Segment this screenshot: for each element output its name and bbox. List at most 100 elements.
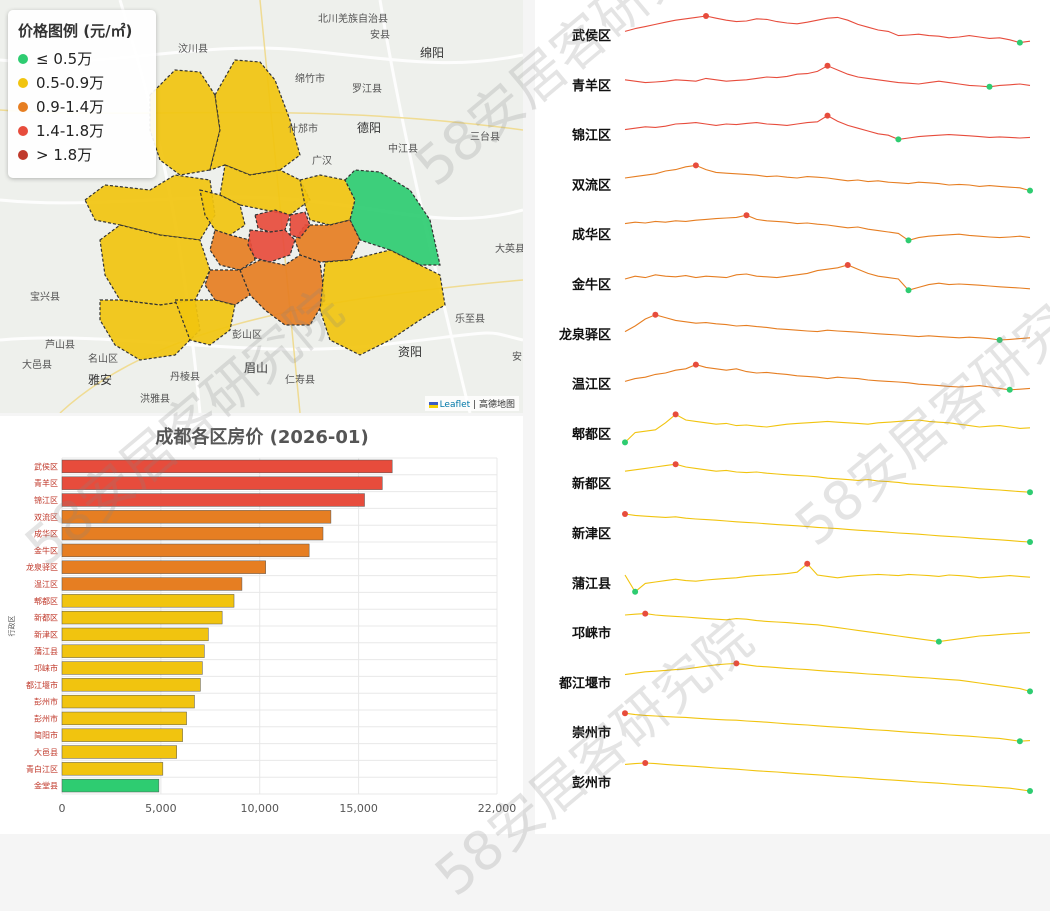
x-tick-label: 22,000 [478,802,517,815]
district-label: 新都区 [572,476,611,492]
region-xinjin[interactable] [204,269,251,306]
legend-swatch [18,126,28,136]
region-jintang[interactable] [344,169,441,266]
region-jianyang[interactable] [319,249,446,356]
sparkline [624,214,1031,241]
legend-label: ≤ 0.5万 [36,50,93,68]
bar[interactable] [61,510,332,524]
region-qingbaijiang[interactable] [299,174,356,226]
min-marker [1016,738,1023,745]
place-label: 资阳 [398,345,422,359]
category-label: 武侯区 [34,461,58,471]
bar[interactable] [61,778,160,793]
district-label: 金牛区 [571,277,611,293]
district-label: 邛崃市 [572,626,611,642]
bar[interactable] [61,526,324,541]
region-dujiangyan[interactable] [84,174,216,241]
bar[interactable] [61,644,205,658]
district-label: 青羊区 [572,78,611,94]
min-marker [895,136,902,143]
x-tick-label: 10,000 [240,802,279,815]
y-axis-label: 行政区 [7,616,16,637]
legend-title: 价格图例 (元/㎡) [18,22,133,40]
place-label: 丹棱县 [170,370,200,383]
place-label: 罗江县 [352,83,382,95]
region-core-wuhou[interactable] [247,229,296,263]
category-label: 青羊区 [34,478,58,488]
map-panel[interactable]: 汶川县 北川羌族自治县 安县 绵阳 绵竹市 罗江县 什邡市 德阳 中江县 三台县… [0,0,523,413]
bar[interactable] [61,594,235,608]
region-pengzhou[interactable] [149,69,221,176]
bar[interactable] [61,577,243,591]
category-label: 锦江区 [34,495,58,505]
bar[interactable] [61,694,195,709]
region-chongzhou[interactable] [99,224,211,306]
bar[interactable] [61,627,209,642]
leaflet-link[interactable]: Leaflet [439,400,471,410]
category-label: 邛崃市 [34,663,58,673]
max-marker [824,62,831,69]
sparkline [624,513,1031,543]
region-core-jinniu[interactable] [254,209,291,233]
legend-swatch [18,54,28,64]
max-marker [692,361,699,368]
category-label: 彭州市 [34,697,58,707]
bar[interactable] [61,711,187,726]
category-label: 金牛区 [34,545,58,555]
region-wenjiang[interactable] [209,229,256,271]
bar[interactable] [61,610,223,625]
bar-chart-panel: 成都各区房价 (2026-01) 行政区 武侯区 青羊区 锦江区 双流区 成华区 金牛区龙… [0,416,523,834]
place-label: 什邡市 [288,122,318,135]
district-label: 彭州市 [572,775,611,791]
max-marker [804,560,811,567]
place-label: 德阳 [357,120,381,135]
min-marker [996,337,1003,343]
legend-label: 0.9-1.4万 [36,98,105,116]
trend-sparklines-panel: 武侯区 青羊区 锦江区 双流区 成华区 金牛区 龙泉驿区 温江区 郫都区 新都区 新津区 蒲江县 邛崃市… [535,0,1050,834]
place-label: 仁寿县 [285,373,315,386]
bar[interactable] [61,728,183,742]
region-xindu[interactable] [219,164,311,216]
region-pujiang[interactable] [174,299,236,346]
bar[interactable] [61,762,164,776]
place-label: 芦山县 [45,339,75,351]
max-marker [622,710,628,717]
max-marker [642,610,649,617]
sparkline [624,762,1031,792]
region-core-chenghua[interactable] [289,211,311,239]
bar[interactable] [61,543,310,558]
ukraine-flag-icon [428,401,438,408]
map-legend: 价格图例 (元/㎡) ≤ 0.5万 0.5-0.9万 0.9-1.4万 1.4-… [8,10,156,178]
district-map[interactable]: 汶川县 北川羌族自治县 安县 绵阳 绵竹市 罗江县 什邡市 德阳 中江县 三台县… [0,0,523,413]
bar[interactable] [61,745,177,759]
min-marker [1027,187,1033,194]
sparkline [624,563,1031,593]
bar[interactable] [61,678,201,692]
category-label: 彭州市 [34,713,58,723]
category-label: 双流区 [34,512,58,522]
min-marker [1006,386,1013,393]
region-shifang-north[interactable] [209,59,301,176]
attribution-separator: | [470,400,479,410]
place-label: 乐至县 [455,313,485,325]
sparkline [624,114,1031,140]
place-label: 汶川县 [178,42,208,55]
region-pixian[interactable] [199,189,246,236]
region-shuangliu[interactable] [239,254,326,326]
bar[interactable] [61,493,365,507]
bar-chart: 成都各区房价 (2026-01) 行政区 武侯区青羊区锦江区双流区成华区金牛区龙… [7,426,517,815]
place-label: 彭山区 [232,328,262,341]
bar[interactable] [61,459,393,474]
max-marker [622,511,628,517]
min-marker [622,439,628,446]
district-label: 锦江区 [572,128,611,144]
max-marker [672,461,679,468]
place-label: 眉山 [244,361,268,375]
place-label: 绵阳 [420,46,444,60]
bar[interactable] [61,560,266,574]
sparkline [624,164,1031,192]
place-label: 雅安 [88,372,112,387]
region-qionglai[interactable] [99,299,201,361]
bar[interactable] [61,661,203,675]
bar[interactable] [61,476,383,490]
